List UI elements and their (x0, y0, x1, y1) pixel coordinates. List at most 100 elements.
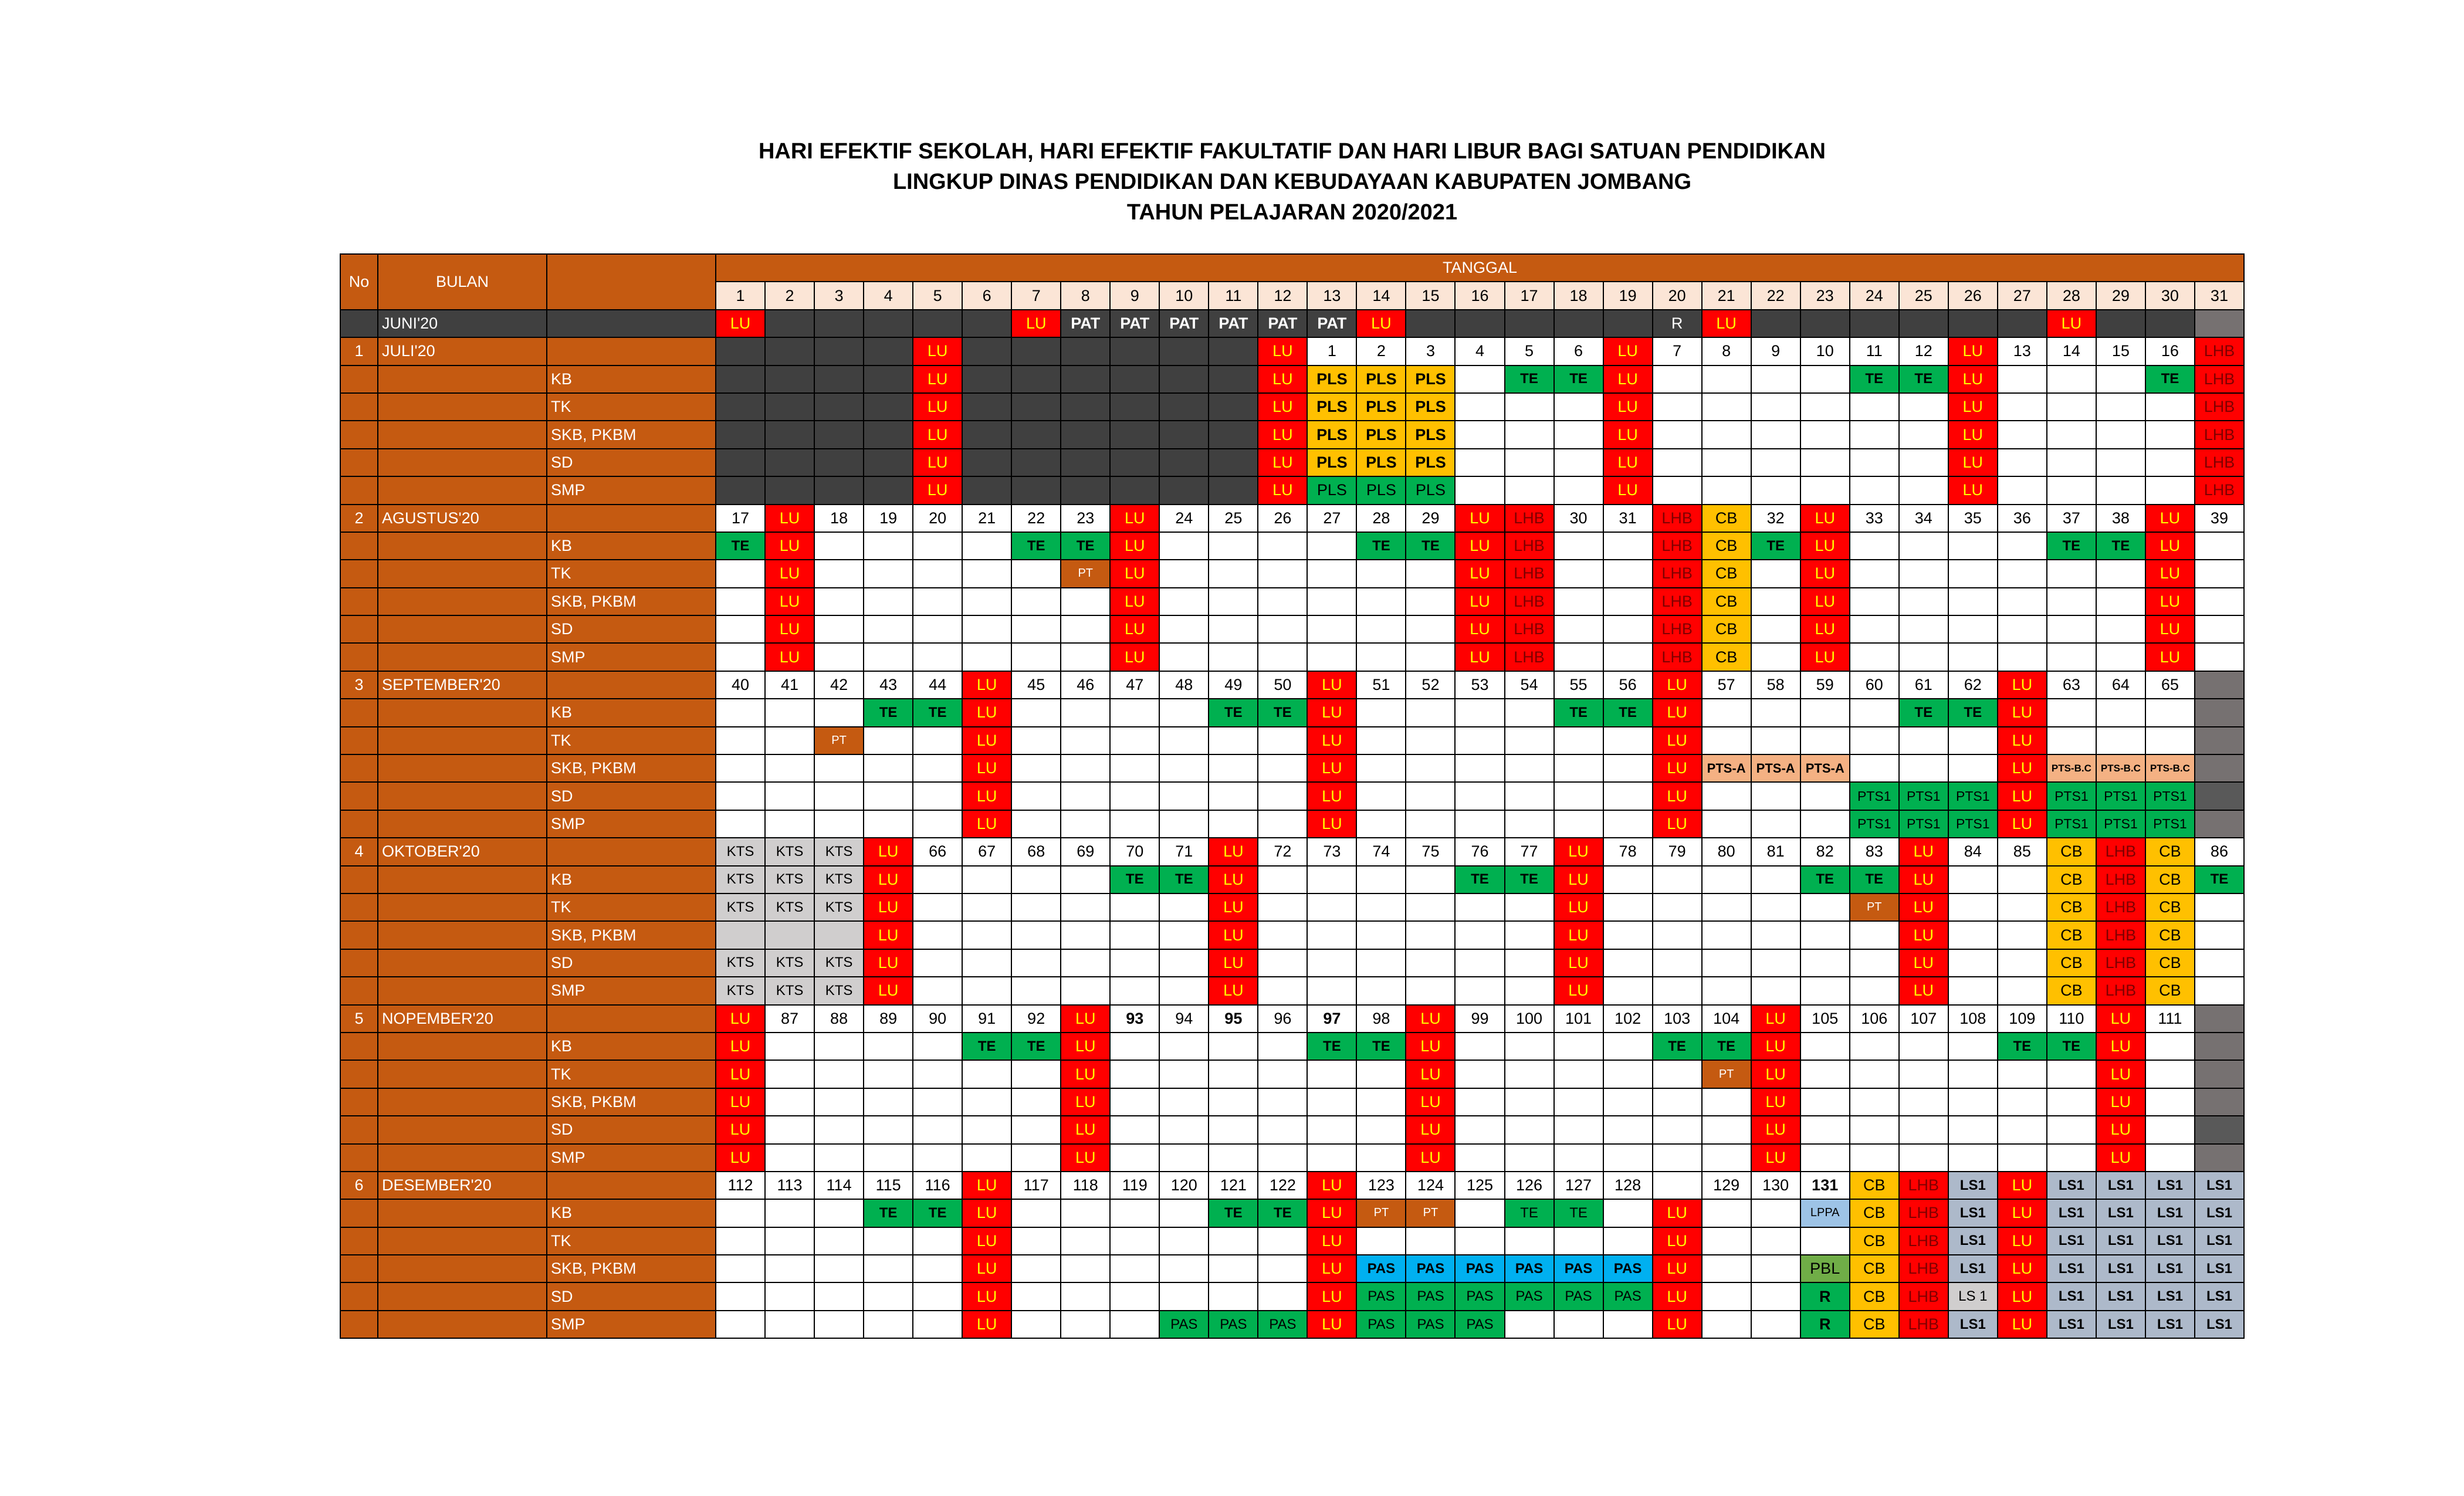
day-cell: LU (1060, 1115, 1111, 1145)
day-cell: LHB (2194, 420, 2245, 449)
day-cell: PAS (1553, 1254, 1604, 1284)
day-cell: 93 (1109, 1004, 1160, 1033)
day-cell: LS1 (2194, 1170, 2245, 1200)
unit-label: SMP (546, 1143, 716, 1172)
day-cell: TE (2046, 1031, 2097, 1061)
day-cell (1898, 392, 1949, 422)
day-cell (1109, 364, 1160, 394)
day-cell (1159, 476, 1210, 505)
day-cell: 118 (1060, 1170, 1111, 1200)
day-cell: PAS (1257, 1309, 1308, 1339)
month-label (377, 1031, 547, 1061)
day-cell (2194, 809, 2245, 839)
day-cell: CB (2046, 837, 2097, 867)
day-cell (1159, 448, 1210, 478)
day-cell: KTS (715, 837, 766, 867)
day-cell (1454, 364, 1505, 394)
day-cell (1208, 1060, 1259, 1089)
day-cell: TE (1750, 531, 1801, 561)
day-cell: LU (764, 531, 815, 561)
day-cell: 112 (715, 1170, 766, 1200)
day-cell (1356, 1143, 1407, 1172)
day-cell (1602, 1309, 1653, 1339)
day-cell (1356, 642, 1407, 672)
day-cell (912, 781, 963, 811)
day-cell: 26 (1257, 503, 1308, 533)
day-cell (1553, 420, 1604, 449)
day-cell: CB (2046, 865, 2097, 894)
day-cell (814, 1087, 865, 1117)
month-label: JUNI'20 (377, 309, 547, 339)
day-cell (2095, 420, 2146, 449)
day-cell: TE (1504, 1199, 1555, 1228)
day-cell: PTS1 (2046, 809, 2097, 839)
day-cell (1947, 726, 1998, 756)
header-row-days: 1 2 3 4 5 6 7 8 9 10 11 12 13 14 15 16 17 18 19 20 21 22 23 24 2… (340, 281, 2245, 310)
day-cell: LU (1553, 837, 1604, 867)
day-cell: TE (1898, 698, 1949, 727)
month-label (377, 1115, 547, 1145)
unit-label: SD (546, 781, 716, 811)
day-cell: LU (715, 1115, 766, 1145)
day-cell: LU (1307, 726, 1358, 756)
day-cell: 79 (1651, 837, 1703, 867)
day-header-27: 27 (1996, 281, 2047, 310)
day-cell: TE (715, 531, 766, 561)
day-cell: 69 (1060, 837, 1111, 867)
day-cell (1356, 1087, 1407, 1117)
day-cell (814, 1115, 865, 1145)
day-cell: CB (1849, 1254, 1900, 1284)
day-cell (1799, 420, 1850, 449)
day-cell: LU (1553, 892, 1604, 922)
day-cell: LU (1208, 892, 1259, 922)
day-cell (1208, 392, 1259, 422)
day-cell: LU (1996, 698, 2047, 727)
day-cell (1799, 948, 1850, 978)
day-cell (1651, 476, 1703, 505)
day-cell (715, 781, 766, 811)
day-cell: 70 (1109, 837, 1160, 867)
day-cell: LHB (1504, 587, 1555, 617)
day-cell: 22 (1011, 503, 1062, 533)
day-cell: 99 (1454, 1004, 1505, 1033)
day-cell (1553, 726, 1604, 756)
day-cell: LHB (2095, 948, 2146, 978)
calendar-row: 2 AGUSTUS'20 17 LU 18 19 20 21 22 23 LU 24 25 26 27 28 2… (340, 503, 2245, 533)
day-cell (764, 698, 815, 727)
day-cell: LU (1257, 476, 1308, 505)
unit-label: KB (546, 1031, 716, 1061)
calendar-body: JUNI'20 LU LU PAT PAT PAT PAT PAT PAT LU R LU LU 1 JUL… (340, 309, 2245, 1339)
day-cell: LS1 (2095, 1309, 2146, 1339)
day-cell (1504, 392, 1555, 422)
day-cell (1011, 448, 1062, 478)
day-cell: LU (1750, 1115, 1801, 1145)
day-cell (2095, 698, 2146, 727)
day-cell (2095, 615, 2146, 644)
day-header-12: 12 (1257, 281, 1308, 310)
day-cell: 9 (1750, 337, 1801, 366)
header-blank (546, 253, 716, 310)
day-cell (1109, 976, 1160, 1006)
day-cell (1947, 865, 1998, 894)
day-cell (912, 920, 963, 950)
day-cell (1849, 754, 1900, 783)
day-cell (1750, 1226, 1801, 1256)
calendar-row: SMP LU PAS PAS PAS LU PAS PAS PAS LU R CB LHB LS1 LU LS… (340, 1309, 2245, 1339)
day-cell: LU (1208, 837, 1259, 867)
day-cell: 33 (1849, 503, 1900, 533)
calendar-row: 3 SEPTEMBER'20 40 41 42 43 44 LU 45 46 47 48 49 50 LU 5… (340, 670, 2245, 700)
day-cell (1454, 1226, 1505, 1256)
day-cell: LU (1060, 1087, 1111, 1117)
day-cell (1011, 726, 1062, 756)
day-cell (1651, 1170, 1703, 1200)
day-cell (764, 1282, 815, 1311)
day-cell (1898, 420, 1949, 449)
day-cell (1849, 948, 1900, 978)
day-cell (2046, 1115, 2097, 1145)
day-cell (962, 642, 1013, 672)
day-cell: LU (1602, 364, 1653, 394)
day-cell: LU (1898, 948, 1949, 978)
calendar-row: SD LU LU PLS PLS PLS LU LU LHB (340, 448, 2245, 478)
day-cell (863, 420, 914, 449)
day-cell (715, 1282, 766, 1311)
